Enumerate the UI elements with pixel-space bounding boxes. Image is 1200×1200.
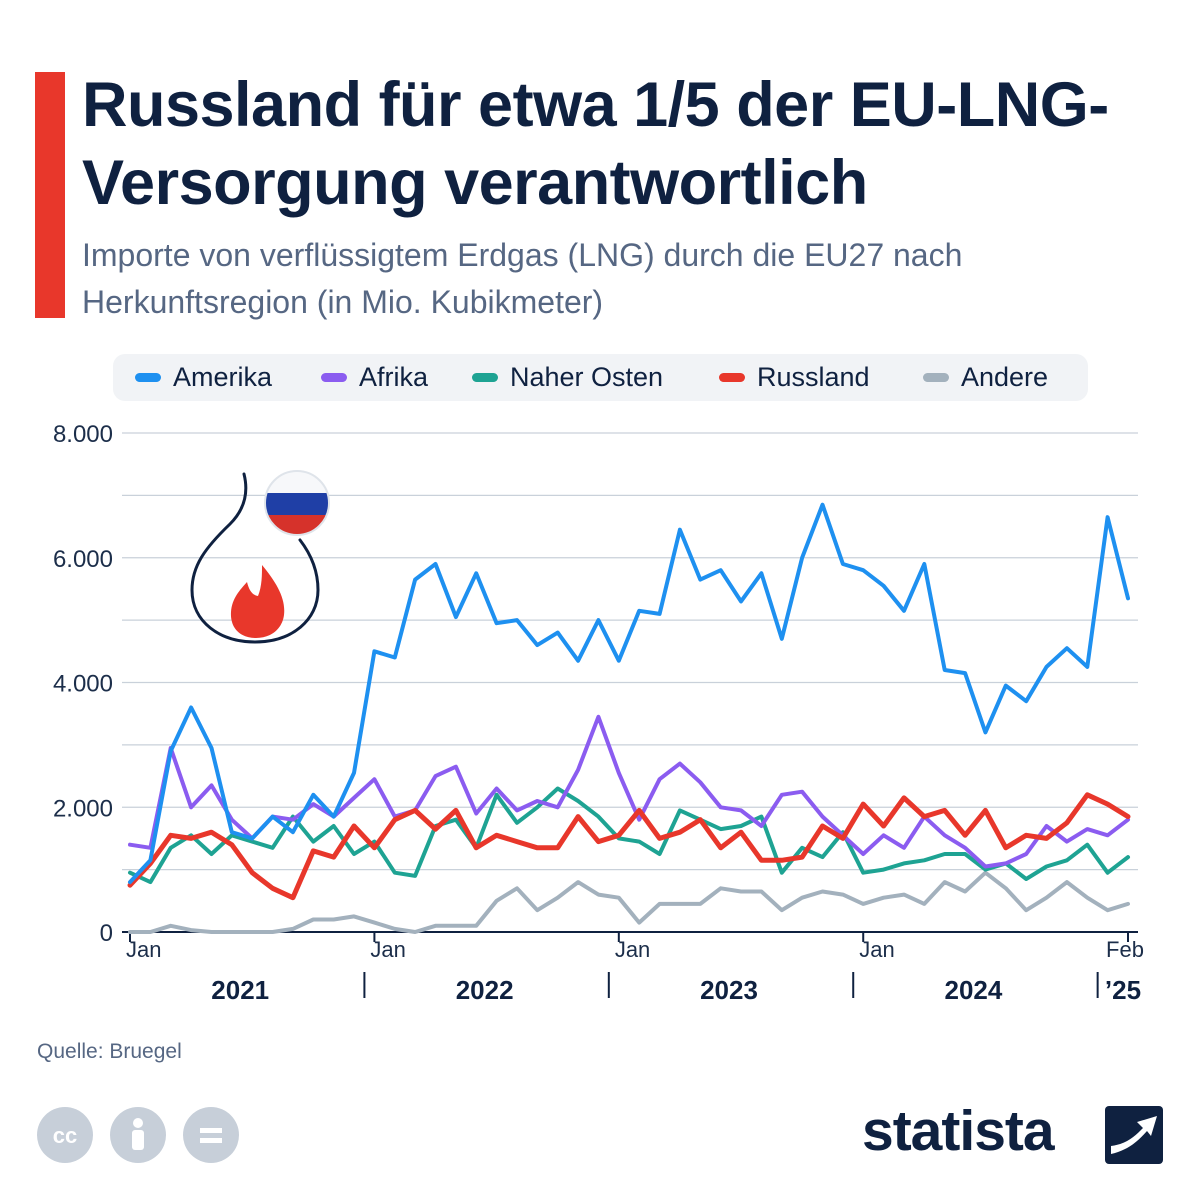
year-label: 2023 — [700, 975, 758, 1005]
legend-label-afrika: Afrika — [359, 362, 429, 392]
svg-text:cc: cc — [53, 1123, 77, 1148]
legend-label-russland: Russland — [757, 362, 870, 392]
year-label: 2022 — [456, 975, 514, 1005]
year-label: 2024 — [945, 975, 1003, 1005]
legend-swatch-naher-osten — [472, 373, 498, 382]
series-line-amerika — [128, 502, 1130, 885]
title-accent-bar — [35, 72, 65, 318]
russia-flag-icon — [264, 470, 330, 536]
x-tick-label: Feb — [1106, 937, 1144, 962]
no-derivatives-icon[interactable] — [183, 1107, 239, 1163]
cc-icon[interactable]: cc — [37, 1107, 93, 1163]
legend-item-naher-osten: Naher Osten — [472, 354, 663, 401]
lng-flame-illustration — [190, 470, 330, 644]
legend-label-andere: Andere — [961, 362, 1049, 392]
gridlines — [122, 432, 1138, 933]
attribution-icon[interactable] — [110, 1107, 166, 1163]
x-axis: Jan Jan Jan Jan Feb 2021 2022 2023 2024 ’25 — [126, 932, 1144, 1005]
line-chart: 0 2.000 4.000 6.000 8.000 Jan Jan Jan Jan Feb 202… — [53, 421, 1144, 1005]
chart-title: Russland für etwa 1/5 der EU-LNG-Versorg… — [82, 70, 1109, 218]
legend-item-andere: Andere — [923, 354, 1048, 401]
y-tick-label: 6.000 — [53, 546, 113, 573]
x-tick-label: Jan — [615, 937, 650, 962]
statista-wordmark[interactable]: statista — [862, 1099, 1055, 1163]
gas-drop-outline-icon — [190, 472, 320, 644]
statista-logo-icon[interactable] — [1105, 1106, 1163, 1164]
chart-subtitle: Importe von verflüssigtem Erdgas (LNG) d… — [82, 237, 963, 320]
legend: Amerika Afrika Naher Osten Russland Ande… — [113, 354, 1088, 401]
legend-swatch-russland — [719, 373, 745, 382]
y-tick-label: 4.000 — [53, 671, 113, 698]
series-line-afrika — [128, 714, 1130, 869]
legend-swatch-afrika — [321, 373, 347, 382]
legend-swatch-amerika — [135, 373, 161, 382]
year-label: ’25 — [1105, 975, 1141, 1005]
legend-item-afrika: Afrika — [321, 354, 428, 401]
legend-item-russland: Russland — [719, 354, 870, 401]
year-label: 2021 — [211, 975, 269, 1005]
series-line-andere — [128, 870, 1130, 934]
y-tick-label: 0 — [100, 920, 113, 947]
y-axis-labels: 0 2.000 4.000 6.000 8.000 — [53, 421, 113, 947]
flame-icon — [230, 565, 285, 638]
legend-swatch-andere — [923, 373, 949, 382]
x-tick-label: Jan — [126, 937, 161, 962]
legend-label-naher-osten: Naher Osten — [510, 362, 664, 392]
legend-label-amerika: Amerika — [173, 362, 273, 392]
series-line-russland — [127, 792, 1131, 901]
source-note: Quelle: Bruegel — [37, 1040, 182, 1063]
y-tick-label: 2.000 — [53, 795, 113, 822]
legend-item-amerika: Amerika — [135, 354, 272, 401]
y-tick-label: 8.000 — [53, 421, 113, 448]
series-lines — [127, 502, 1131, 934]
x-tick-label: Jan — [859, 937, 894, 962]
series-line-naher-osten — [128, 786, 1130, 885]
x-tick-label: Jan — [370, 937, 405, 962]
